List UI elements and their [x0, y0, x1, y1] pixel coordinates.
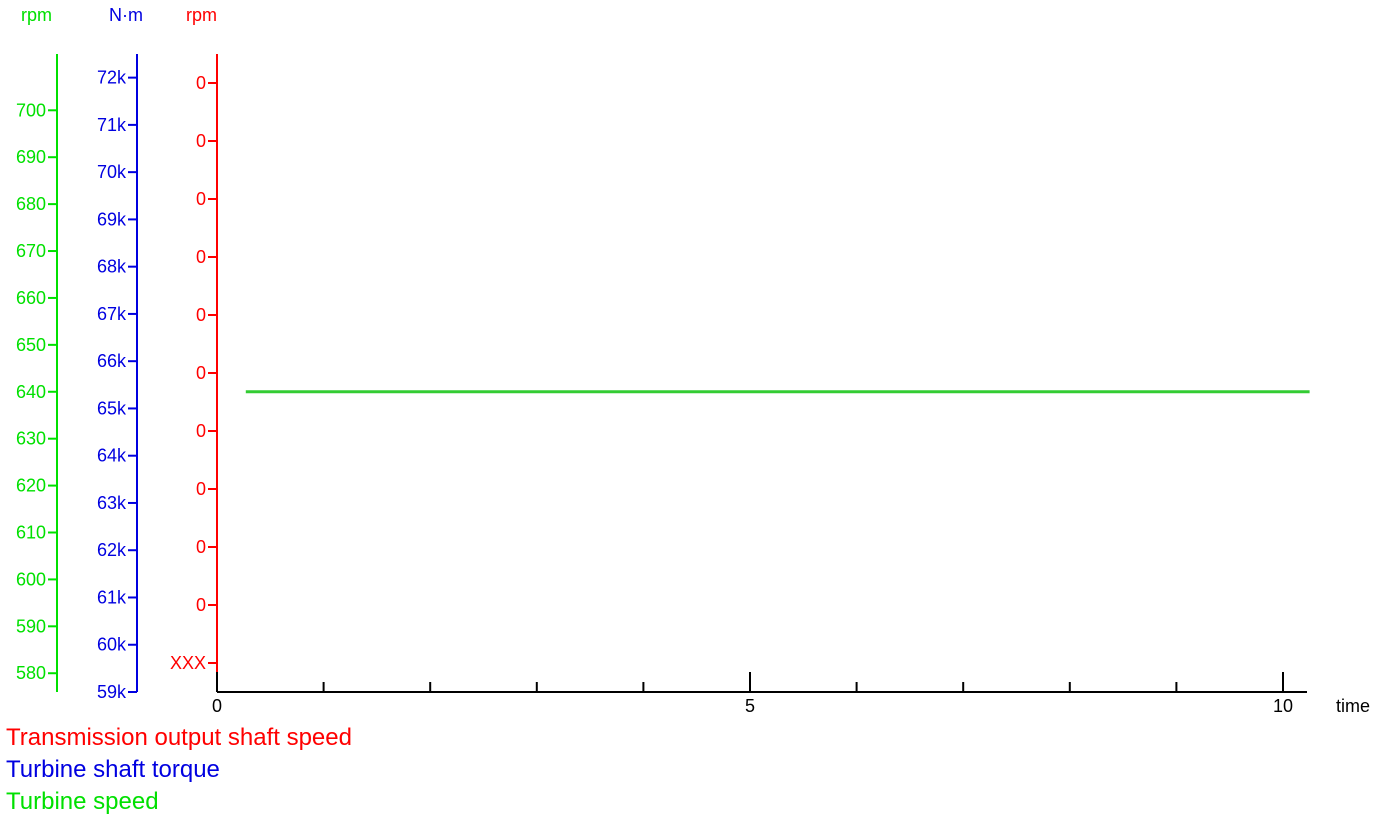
y-tick-label-green: 620 [16, 476, 46, 496]
y-tick-label-blue: 71k [97, 115, 127, 135]
y-axis-unit-red: rpm [186, 5, 217, 25]
y-axis-unit-green: rpm [21, 5, 52, 25]
x-tick-label: 5 [745, 696, 755, 716]
y-tick-label-green: 610 [16, 523, 46, 543]
y-tick-label-blue: 60k [97, 635, 127, 655]
y-tick-label-blue: 63k [97, 493, 127, 513]
y-tick-label-green: 600 [16, 569, 46, 589]
y-tick-label-blue: 70k [97, 162, 127, 182]
y-tick-label-red: 0 [196, 363, 206, 383]
y-tick-label-green: 630 [16, 429, 46, 449]
y-tick-label-green: 660 [16, 288, 46, 308]
y-tick-label-red: 0 [196, 537, 206, 557]
y-tick-label-green: 640 [16, 382, 46, 402]
y-tick-label-blue: 67k [97, 304, 127, 324]
y-tick-label-blue: 64k [97, 446, 127, 466]
y-axis-unit-blue: N·m [109, 5, 143, 25]
y-tick-label-red: 0 [196, 189, 206, 209]
y-tick-label-blue: 59k [97, 682, 127, 702]
y-tick-label-green: 680 [16, 194, 46, 214]
legend: Transmission output shaft speed Turbine s… [6, 722, 352, 818]
y-tick-label-green: 670 [16, 241, 46, 261]
y-tick-label-blue: 62k [97, 540, 127, 560]
legend-entry: Turbine speed [6, 788, 159, 815]
y-tick-label-green: 690 [16, 147, 46, 167]
y-tick-label-green: 580 [16, 663, 46, 683]
y-tick-label-blue: 69k [97, 209, 127, 229]
y-tick-label-red: 0 [196, 421, 206, 441]
y-tick-label-blue: 65k [97, 398, 127, 418]
y-tick-label-blue: 72k [97, 68, 127, 88]
y-tick-label-red: 0 [196, 305, 206, 325]
x-axis-label: time [1336, 696, 1370, 716]
y-tick-label-blue: 66k [97, 351, 127, 371]
chart: rpm 580 590 600 610 620 630 640 650 660 670 680 690 7… [16, 5, 1370, 716]
y-tick-label-green: 650 [16, 335, 46, 355]
y-tick-label-blue: 61k [97, 587, 127, 607]
y-tick-label-red: 0 [196, 131, 206, 151]
legend-entry: Turbine shaft torque [6, 756, 220, 783]
x-tick-label: 10 [1273, 696, 1293, 716]
y-tick-label-red: 0 [196, 247, 206, 267]
y-tick-label-green: 700 [16, 100, 46, 120]
y-tick-label-red: XXX [170, 653, 206, 673]
y-tick-label-red: 0 [196, 73, 206, 93]
y-tick-label-green: 590 [16, 616, 46, 636]
x-tick-label: 0 [212, 696, 222, 716]
legend-entry: Transmission output shaft speed [6, 724, 352, 751]
y-tick-label-red: 0 [196, 595, 206, 615]
y-tick-label-red: 0 [196, 479, 206, 499]
y-tick-label-blue: 68k [97, 257, 127, 277]
